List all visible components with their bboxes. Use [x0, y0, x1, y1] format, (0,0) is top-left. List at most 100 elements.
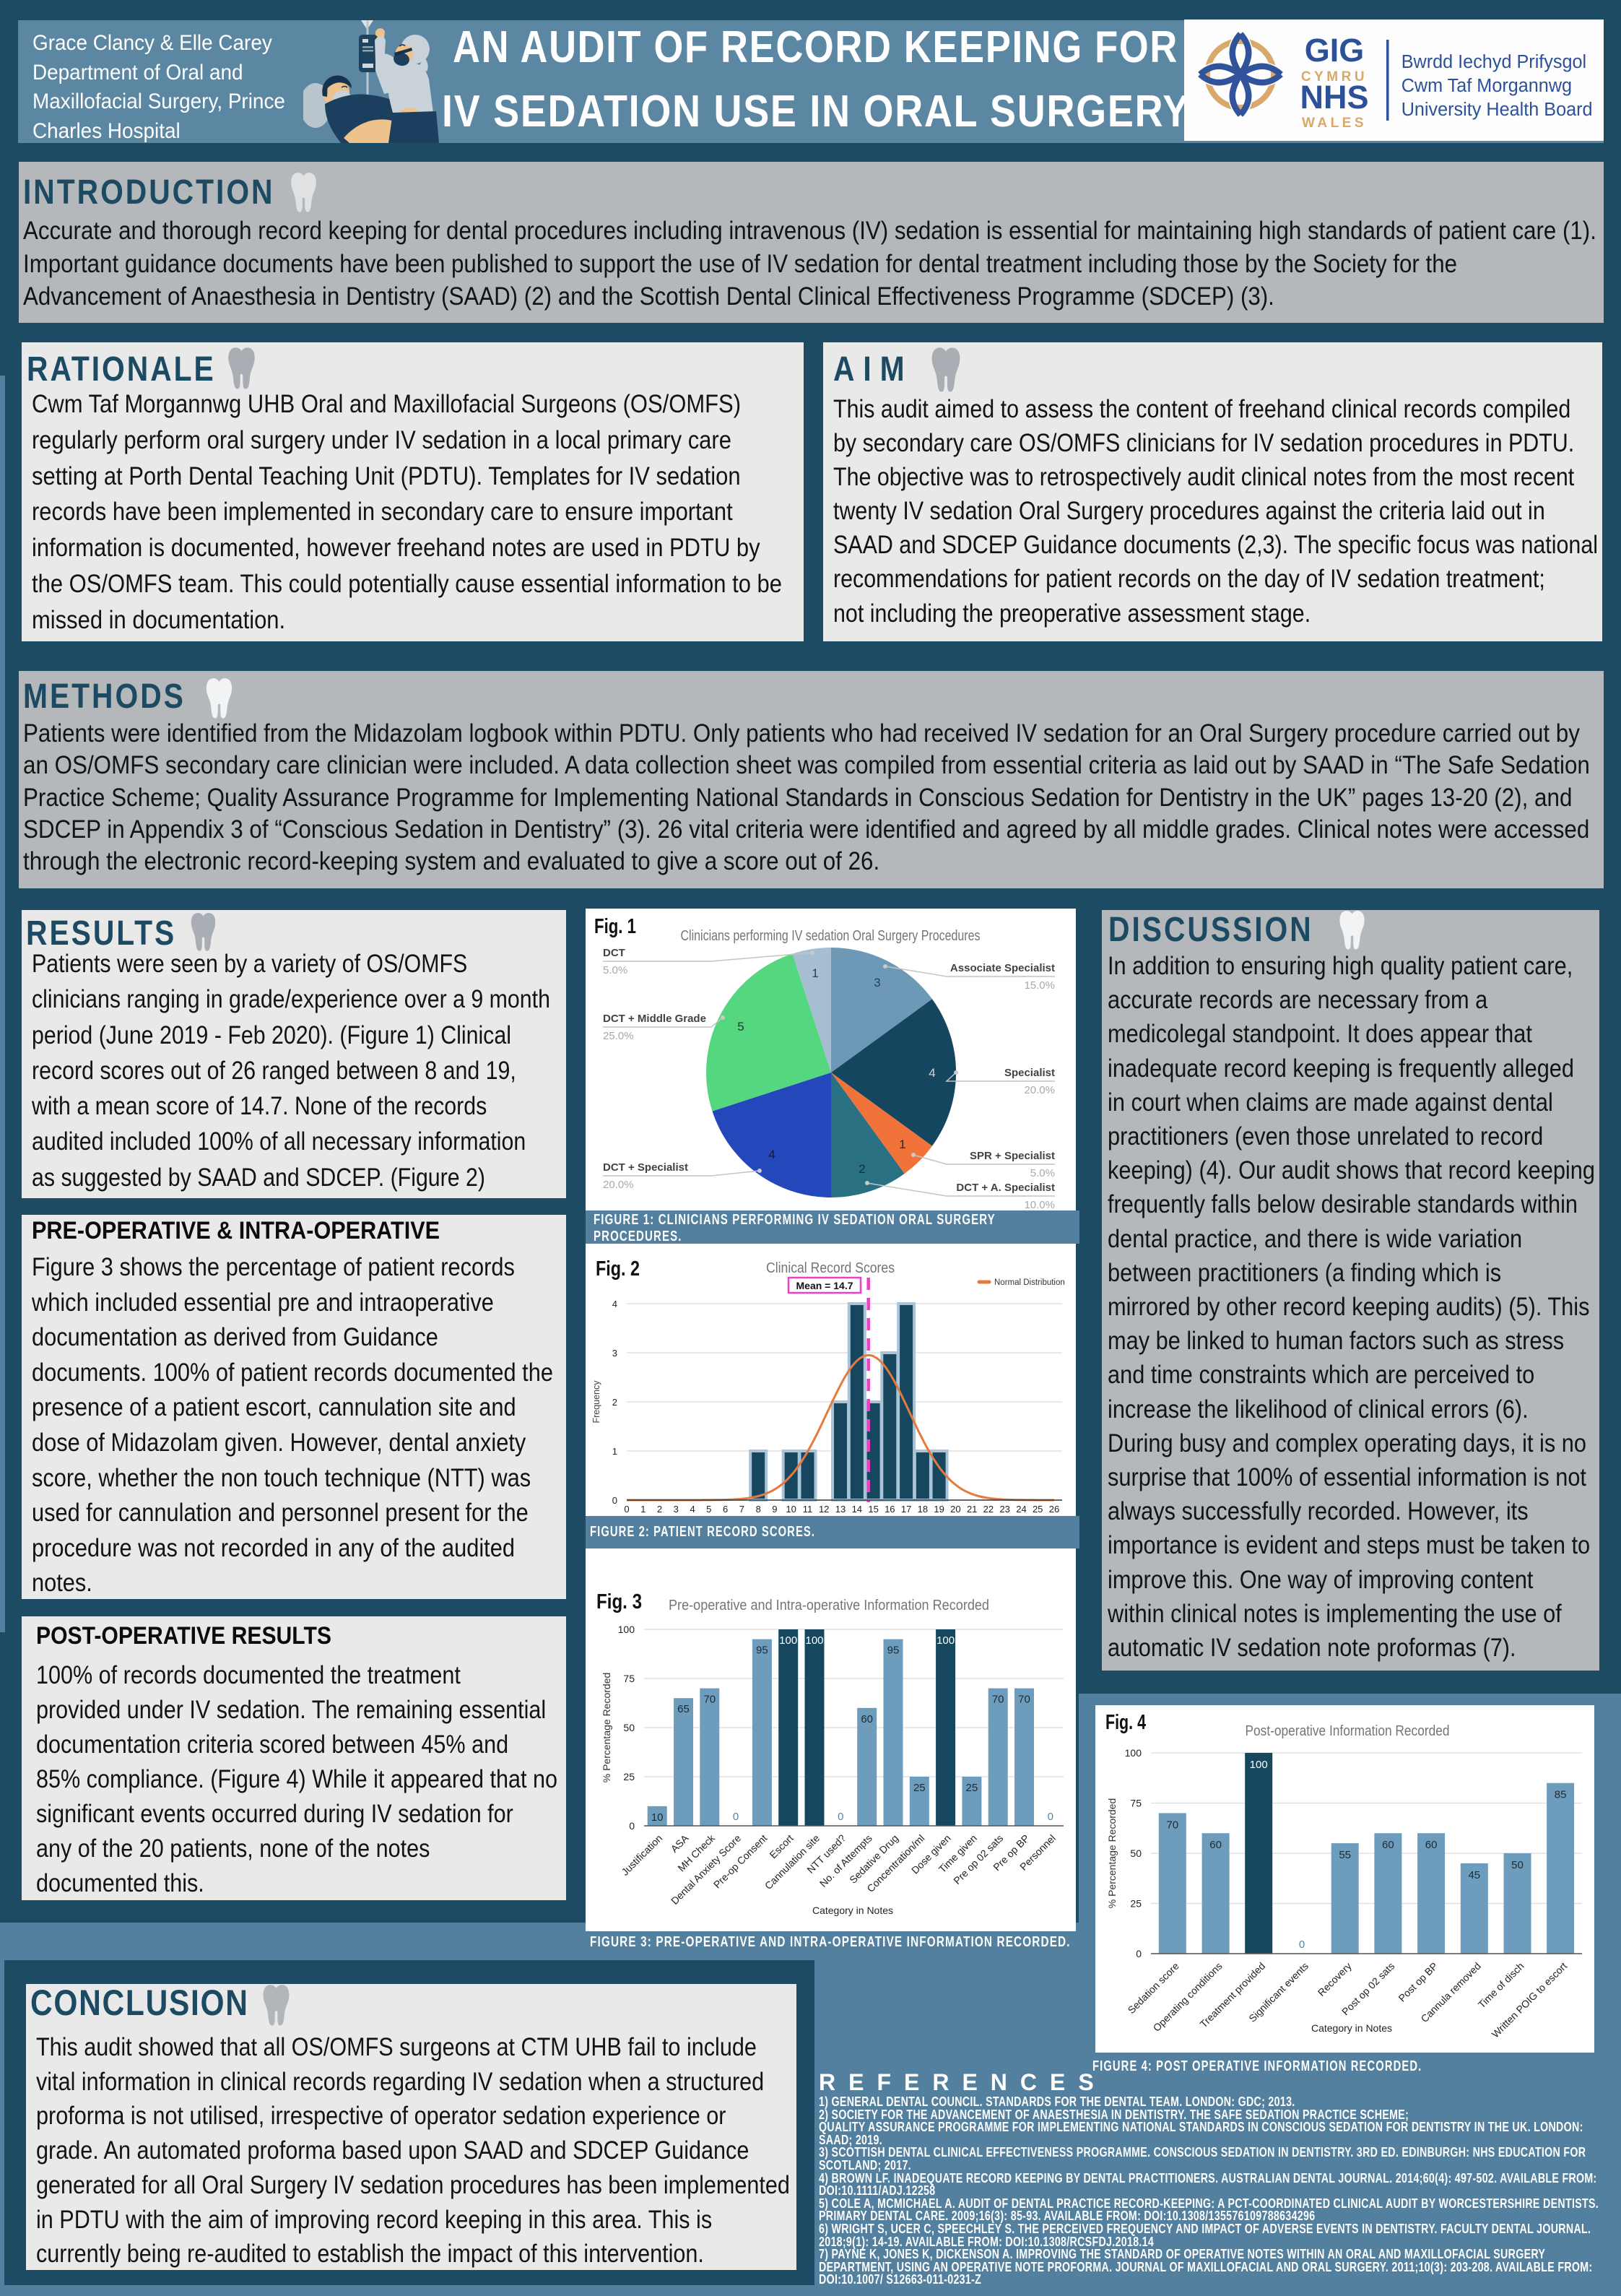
svg-text:100: 100	[1250, 1759, 1268, 1771]
svg-text:5.0%: 5.0%	[603, 964, 627, 976]
svg-text:18: 18	[918, 1504, 928, 1515]
svg-text:3: 3	[874, 976, 880, 989]
svg-text:1: 1	[899, 1138, 905, 1151]
svg-text:3: 3	[674, 1504, 679, 1515]
svg-text:0: 0	[1136, 1948, 1142, 1959]
svg-text:21: 21	[967, 1504, 977, 1515]
svg-text:60: 60	[1209, 1839, 1222, 1851]
svg-text:100: 100	[936, 1634, 955, 1647]
svg-text:17: 17	[901, 1504, 911, 1515]
svg-text:0: 0	[733, 1811, 739, 1823]
svg-text:50: 50	[1511, 1859, 1524, 1871]
svg-text:22: 22	[983, 1504, 994, 1515]
svg-text:2: 2	[657, 1504, 662, 1515]
svg-text:75: 75	[623, 1673, 635, 1684]
svg-text:0: 0	[624, 1504, 629, 1515]
svg-text:25.0%: 25.0%	[603, 1030, 634, 1042]
svg-text:16: 16	[885, 1504, 895, 1515]
svg-text:14: 14	[852, 1504, 862, 1515]
svg-text:CYMRU: CYMRU	[1301, 69, 1368, 85]
svg-text:Normal Distribution: Normal Distribution	[994, 1278, 1065, 1287]
svg-text:1: 1	[612, 1446, 617, 1457]
svg-text:University Health Board: University Health Board	[1401, 100, 1593, 120]
svg-text:55: 55	[1339, 1849, 1351, 1861]
svg-text:0: 0	[838, 1811, 843, 1823]
svg-text:Fig. 2: Fig. 2	[596, 1257, 640, 1281]
svg-text:4: 4	[768, 1148, 775, 1161]
svg-text:10.0%: 10.0%	[1024, 1199, 1055, 1210]
svg-text:12: 12	[819, 1504, 829, 1515]
svg-text:95: 95	[887, 1645, 900, 1657]
svg-text:0: 0	[1048, 1811, 1053, 1823]
svg-text:0: 0	[629, 1820, 635, 1832]
svg-text:1: 1	[640, 1504, 646, 1515]
svg-text:25: 25	[966, 1782, 978, 1794]
svg-text:100: 100	[805, 1634, 823, 1647]
svg-text:3: 3	[612, 1348, 617, 1359]
svg-text:Clinicians performing IV sedat: Clinicians performing IV sedation Oral S…	[681, 928, 981, 944]
svg-text:ASA: ASA	[668, 1832, 691, 1855]
svg-text:25: 25	[1130, 1898, 1142, 1910]
svg-text:Pre-operative and Intra-operat: Pre-operative and Intra-operative Inform…	[669, 1598, 989, 1613]
svg-text:25: 25	[623, 1771, 635, 1782]
svg-text:8: 8	[756, 1504, 761, 1515]
svg-text:Post-operative Information Rec: Post-operative Information Recorded	[1246, 1723, 1450, 1739]
svg-text:95: 95	[756, 1645, 768, 1657]
svg-text:11: 11	[803, 1504, 813, 1515]
svg-text:100: 100	[618, 1624, 635, 1635]
svg-text:4: 4	[612, 1299, 617, 1309]
svg-text:4: 4	[690, 1504, 695, 1515]
svg-text:85: 85	[1555, 1789, 1567, 1801]
svg-text:0: 0	[612, 1495, 617, 1506]
svg-text:2: 2	[859, 1162, 865, 1176]
svg-text:1: 1	[812, 966, 818, 980]
svg-text:DCT + A. Specialist: DCT + A. Specialist	[956, 1182, 1055, 1194]
svg-text:Recovery: Recovery	[1316, 1960, 1354, 1998]
svg-text:45: 45	[1468, 1869, 1480, 1881]
svg-text:5: 5	[737, 1020, 744, 1034]
svg-text:Bwrdd Iechyd Prifysgol: Bwrdd Iechyd Prifysgol	[1401, 52, 1586, 72]
svg-text:Category in Notes: Category in Notes	[812, 1905, 893, 1916]
svg-text:SPR + Specialist: SPR + Specialist	[970, 1150, 1055, 1162]
svg-text:Cwm Taf Morgannwg: Cwm Taf Morgannwg	[1401, 76, 1572, 96]
svg-text:DCT: DCT	[603, 947, 625, 959]
svg-text:100: 100	[779, 1634, 797, 1647]
svg-text:WALES: WALES	[1302, 116, 1367, 131]
svg-text:100: 100	[1125, 1747, 1142, 1759]
svg-text:Post op BP: Post op BP	[1396, 1960, 1440, 2004]
svg-text:Specialist: Specialist	[1004, 1067, 1055, 1079]
svg-text:26: 26	[1049, 1504, 1059, 1515]
svg-text:NHS: NHS	[1300, 79, 1368, 116]
svg-text:DCT + Middle Grade: DCT + Middle Grade	[603, 1013, 706, 1025]
svg-text:60: 60	[1425, 1839, 1438, 1851]
svg-text:20.0%: 20.0%	[1024, 1084, 1055, 1096]
svg-text:2: 2	[612, 1397, 617, 1408]
svg-text:Fig. 3: Fig. 3	[596, 1590, 642, 1613]
svg-text:10: 10	[786, 1504, 796, 1515]
svg-text:75: 75	[1130, 1798, 1142, 1809]
svg-text:Fig. 4: Fig. 4	[1105, 1711, 1146, 1734]
svg-text:Justification: Justification	[619, 1832, 664, 1878]
svg-text:10: 10	[651, 1811, 664, 1824]
svg-text:20: 20	[950, 1504, 960, 1515]
svg-text:4: 4	[929, 1066, 935, 1080]
svg-text:DCT + Specialist: DCT + Specialist	[603, 1161, 688, 1174]
svg-text:70: 70	[1018, 1694, 1030, 1706]
svg-text:70: 70	[992, 1694, 1004, 1706]
svg-text:20.0%: 20.0%	[603, 1179, 634, 1191]
svg-text:25: 25	[913, 1782, 926, 1794]
svg-text:% Percentage Recorded: % Percentage Recorded	[601, 1673, 612, 1783]
svg-text:15: 15	[868, 1504, 878, 1515]
svg-text:Fig. 1: Fig. 1	[594, 915, 636, 938]
svg-text:0: 0	[1299, 1938, 1305, 1951]
svg-text:70: 70	[1166, 1819, 1178, 1831]
svg-text:Clinical Record Scores: Clinical Record Scores	[766, 1260, 895, 1276]
svg-text:% Percentage Recorded: % Percentage Recorded	[1106, 1798, 1118, 1909]
svg-text:50: 50	[623, 1722, 635, 1733]
svg-text:Written POIG to escort: Written POIG to escort	[1490, 1960, 1570, 2040]
svg-text:19: 19	[934, 1504, 944, 1515]
svg-text:24: 24	[1016, 1504, 1026, 1515]
svg-text:Category in Notes: Category in Notes	[1311, 2022, 1392, 2034]
svg-text:13: 13	[835, 1504, 846, 1515]
svg-text:Mean = 14.7: Mean = 14.7	[796, 1280, 853, 1291]
